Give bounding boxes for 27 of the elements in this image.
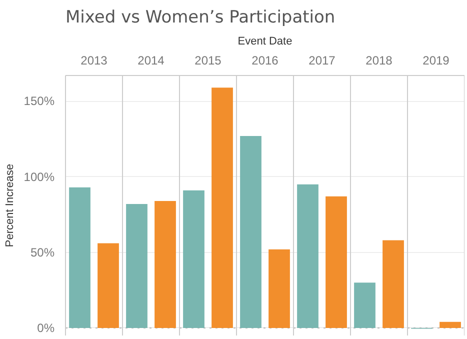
x-tick-label: 2014: [138, 54, 165, 68]
bar: [154, 200, 176, 328]
y-tick-label: 0%: [37, 320, 55, 335]
bar: [240, 136, 262, 328]
x-tick-label: 2016: [252, 54, 279, 68]
x-tick-label: 2015: [194, 54, 222, 68]
bar: [382, 240, 404, 328]
bar: [212, 88, 233, 328]
bar: [183, 190, 204, 328]
y-tick-label: 100%: [24, 170, 55, 184]
x-axis-title: Event Date: [238, 36, 292, 48]
bar: [297, 184, 318, 328]
y-axis-title: Percent Increase: [4, 164, 16, 248]
x-tick-label: 2018: [366, 54, 393, 68]
bar: [354, 282, 376, 328]
bar: [98, 243, 119, 328]
x-tick-label: 2017: [308, 54, 336, 68]
chart-title: Mixed vs Women’s Participation: [66, 8, 336, 28]
bar: [326, 196, 347, 328]
bar: [268, 249, 290, 328]
bar: [440, 322, 461, 328]
y-tick-label: 150%: [24, 94, 55, 108]
x-tick-label: 2013: [80, 54, 108, 68]
x-tick-label: 2019: [422, 54, 450, 68]
y-tick-label: 50%: [30, 245, 55, 260]
bar: [69, 187, 90, 328]
bar: [126, 204, 148, 328]
